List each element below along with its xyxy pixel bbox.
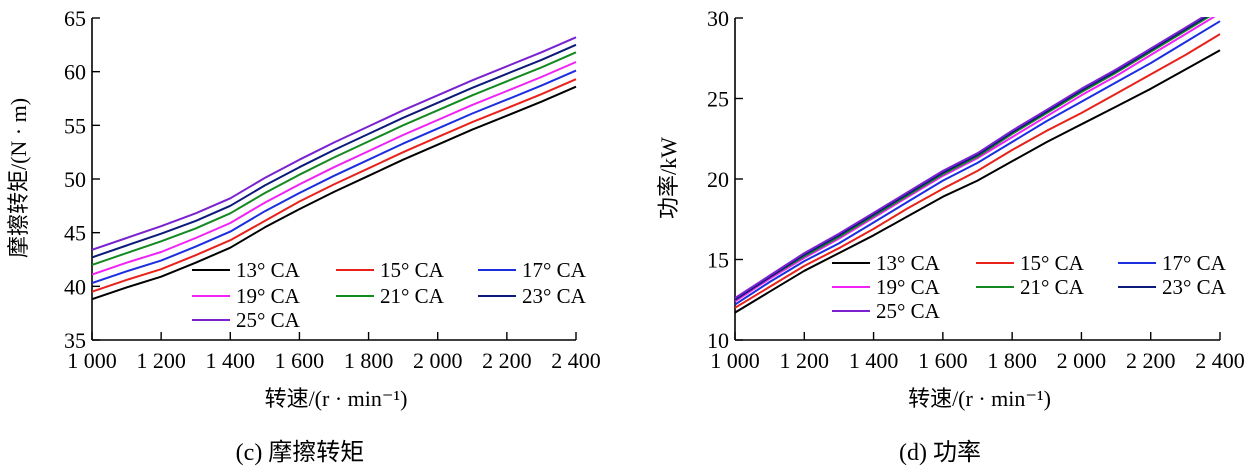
x-tick-label: 2 400 — [551, 348, 601, 373]
legend-label: 21° CA — [380, 284, 445, 308]
legend-label: 17° CA — [1162, 251, 1227, 275]
x-tick-label: 1 400 — [849, 348, 899, 373]
x-tick-label: 1 600 — [918, 348, 968, 373]
series-line-25ca — [735, 17, 1205, 299]
legend-label: 13° CA — [236, 258, 301, 282]
y-tick-label: 30 — [707, 6, 729, 31]
y-tick-label: 45 — [64, 221, 86, 246]
y-axis-label: 摩擦转矩/(N · m) — [6, 98, 31, 258]
legend-label: 15° CA — [380, 258, 445, 282]
series-line-19ca — [92, 61, 577, 276]
series-line-15ca — [92, 78, 577, 293]
series-line-21ca — [92, 51, 577, 266]
legend-label: 19° CA — [876, 275, 941, 299]
series-line-13ca — [92, 85, 577, 301]
x-tick-label: 1 800 — [987, 348, 1037, 373]
legend-label: 19° CA — [236, 284, 301, 308]
x-tick-label: 2 400 — [1195, 348, 1245, 373]
legend: 13° CA 15° CA 17° CA 19° CA 21° CA 23° CA 25° … — [832, 251, 1227, 323]
y-axis-label: 功率/kW — [656, 137, 681, 219]
x-axis-label: 转速/(r · min⁻¹) — [908, 386, 1051, 411]
legend-label: 25° CA — [236, 308, 301, 332]
series-line-13ca — [735, 49, 1221, 314]
series-line-19ca — [735, 17, 1216, 303]
x-tick-label: 1 400 — [206, 348, 256, 373]
legend-label: 13° CA — [876, 251, 941, 275]
chart-friction-torque: 35 40 45 50 55 60 65 1 000 1 200 1 400 1 600 1 800 2… — [6, 6, 601, 466]
chart-power: 10 15 20 25 30 1 000 1 200 1 400 1 600 1 800 2 000… — [656, 6, 1245, 466]
series-line-25ca — [92, 36, 577, 251]
figure-caption: (d) 功率 — [899, 439, 981, 466]
x-tick-label: 2 200 — [482, 348, 532, 373]
y-tick-label: 20 — [707, 167, 729, 192]
y-tick-label: 65 — [64, 6, 86, 31]
legend-label: 21° CA — [1020, 275, 1085, 299]
y-tick-label: 25 — [707, 87, 729, 112]
y-tick-label: 10 — [707, 328, 729, 353]
figure-caption: (c) 摩擦转矩 — [236, 439, 365, 466]
x-tick-label: 1 000 — [67, 348, 117, 373]
legend-label: 23° CA — [522, 284, 587, 308]
x-tick-label: 1 200 — [780, 348, 830, 373]
y-tick-label: 55 — [64, 113, 86, 138]
series-line-23ca — [92, 43, 577, 259]
legend-label: 25° CA — [876, 299, 941, 323]
x-axis-label: 转速/(r · min⁻¹) — [265, 386, 408, 411]
x-tick-label: 2 000 — [1057, 348, 1107, 373]
series-line-21ca — [735, 17, 1211, 301]
x-tick-label: 1 800 — [344, 348, 394, 373]
legend: 13° CA 15° CA 17° CA 19° CA 21° CA 23° CA 25° … — [192, 258, 587, 332]
y-tick-label: 60 — [64, 60, 86, 85]
y-tick-label: 35 — [64, 328, 86, 353]
x-tick-label: 2 000 — [413, 348, 463, 373]
x-tick-label: 2 200 — [1126, 348, 1176, 373]
y-tick-label: 50 — [64, 167, 86, 192]
legend-label: 23° CA — [1162, 275, 1227, 299]
series-line-23ca — [735, 17, 1208, 301]
x-tick-label: 1 600 — [275, 348, 325, 373]
legend-label: 17° CA — [522, 258, 587, 282]
y-tick-label: 15 — [707, 248, 729, 273]
series-line-17ca — [735, 20, 1221, 306]
x-tick-label: 1 000 — [710, 348, 760, 373]
x-tick-label: 1 200 — [136, 348, 186, 373]
y-tick-label: 40 — [64, 274, 86, 299]
series-line-17ca — [92, 69, 577, 285]
series-line-15ca — [735, 33, 1221, 309]
legend-label: 15° CA — [1020, 251, 1085, 275]
